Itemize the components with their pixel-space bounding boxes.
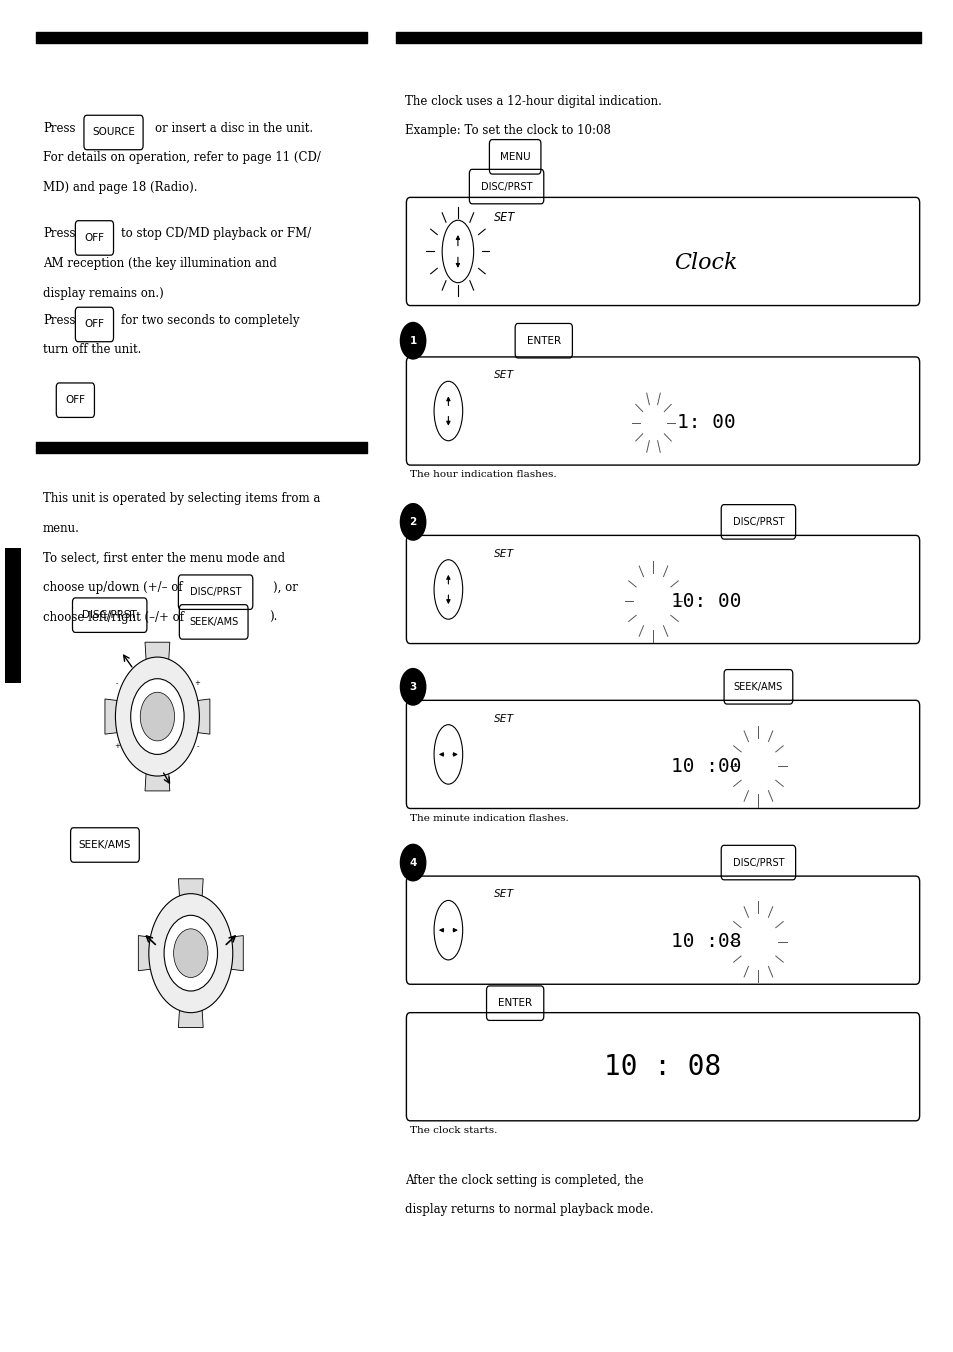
Circle shape bbox=[173, 929, 208, 977]
Text: DISC/PRST: DISC/PRST bbox=[732, 516, 783, 527]
Text: The hour indication flashes.: The hour indication flashes. bbox=[410, 470, 557, 480]
Text: DISC/PRST: DISC/PRST bbox=[82, 610, 137, 621]
Circle shape bbox=[115, 657, 199, 776]
Circle shape bbox=[140, 692, 174, 741]
Text: SET: SET bbox=[494, 211, 515, 223]
Bar bbox=[5, 548, 21, 683]
Circle shape bbox=[399, 503, 426, 541]
Text: to stop CD/MD playback or FM/: to stop CD/MD playback or FM/ bbox=[121, 227, 311, 241]
Text: Example: To set the clock to 10:08: Example: To set the clock to 10:08 bbox=[405, 124, 611, 138]
Text: SEEK/AMS: SEEK/AMS bbox=[189, 617, 238, 627]
Text: display remains on.): display remains on.) bbox=[43, 287, 164, 300]
Circle shape bbox=[399, 668, 426, 706]
Text: ), or: ), or bbox=[273, 581, 297, 595]
Text: 4: 4 bbox=[409, 857, 416, 868]
Text: 1: 00: 1: 00 bbox=[676, 414, 735, 433]
Polygon shape bbox=[178, 879, 203, 926]
Polygon shape bbox=[145, 642, 170, 690]
Ellipse shape bbox=[434, 381, 462, 441]
Text: 1: 1 bbox=[409, 335, 416, 346]
Text: for two seconds to completely: for two seconds to completely bbox=[121, 314, 299, 327]
Text: The clock uses a 12-hour digital indication.: The clock uses a 12-hour digital indicat… bbox=[405, 95, 661, 108]
FancyBboxPatch shape bbox=[406, 1013, 919, 1121]
Text: AM reception (the key illumination and: AM reception (the key illumination and bbox=[43, 257, 276, 270]
Circle shape bbox=[399, 844, 426, 882]
FancyBboxPatch shape bbox=[406, 357, 919, 465]
Text: -: - bbox=[116, 680, 118, 685]
Text: SET: SET bbox=[494, 890, 514, 899]
Text: OFF: OFF bbox=[66, 395, 85, 406]
Text: or insert a disc in the unit.: or insert a disc in the unit. bbox=[154, 122, 313, 135]
Text: To select, first enter the menu mode and: To select, first enter the menu mode and bbox=[43, 552, 285, 565]
Polygon shape bbox=[176, 699, 210, 734]
FancyBboxPatch shape bbox=[406, 197, 919, 306]
Circle shape bbox=[164, 915, 217, 991]
Text: The minute indication flashes.: The minute indication flashes. bbox=[410, 814, 568, 823]
Ellipse shape bbox=[434, 725, 462, 784]
Text: +: + bbox=[194, 680, 200, 685]
Polygon shape bbox=[210, 936, 243, 971]
Polygon shape bbox=[178, 980, 203, 1028]
Polygon shape bbox=[145, 744, 170, 791]
Text: 10: 00: 10: 00 bbox=[670, 592, 740, 611]
Text: DISC/PRST: DISC/PRST bbox=[190, 587, 241, 598]
Text: menu.: menu. bbox=[43, 522, 80, 535]
Text: For details on operation, refer to page 11 (CD/: For details on operation, refer to page … bbox=[43, 151, 320, 165]
Text: -: - bbox=[196, 744, 198, 749]
Circle shape bbox=[149, 894, 233, 1013]
FancyBboxPatch shape bbox=[406, 876, 919, 984]
Text: SET: SET bbox=[494, 370, 514, 380]
Text: 2: 2 bbox=[409, 516, 416, 527]
Text: display returns to normal playback mode.: display returns to normal playback mode. bbox=[405, 1203, 654, 1217]
Text: ).: ). bbox=[269, 611, 277, 625]
Text: MENU: MENU bbox=[499, 151, 530, 162]
Polygon shape bbox=[138, 936, 172, 971]
Text: turn off the unit.: turn off the unit. bbox=[43, 343, 141, 357]
Text: OFF: OFF bbox=[85, 319, 104, 330]
Ellipse shape bbox=[441, 220, 473, 283]
FancyBboxPatch shape bbox=[406, 700, 919, 808]
Text: 10 : 08: 10 : 08 bbox=[604, 1053, 720, 1080]
Text: Press: Press bbox=[43, 122, 75, 135]
Polygon shape bbox=[105, 699, 138, 734]
Text: ENTER: ENTER bbox=[497, 998, 532, 1009]
Text: SET: SET bbox=[494, 714, 514, 723]
FancyBboxPatch shape bbox=[406, 535, 919, 644]
Text: SET: SET bbox=[494, 549, 514, 558]
Circle shape bbox=[399, 322, 426, 360]
Text: choose left/right (–/+ of: choose left/right (–/+ of bbox=[43, 611, 184, 625]
Text: DISC/PRST: DISC/PRST bbox=[480, 181, 532, 192]
Ellipse shape bbox=[434, 900, 462, 960]
Text: Press: Press bbox=[43, 314, 75, 327]
Text: The clock starts.: The clock starts. bbox=[410, 1126, 497, 1136]
Text: SEEK/AMS: SEEK/AMS bbox=[733, 681, 782, 692]
Text: +: + bbox=[114, 744, 120, 749]
Text: DISC/PRST: DISC/PRST bbox=[732, 857, 783, 868]
Text: choose up/down (+/– of: choose up/down (+/– of bbox=[43, 581, 182, 595]
Text: Clock: Clock bbox=[674, 253, 737, 274]
Circle shape bbox=[131, 679, 184, 754]
Text: After the clock setting is completed, the: After the clock setting is completed, th… bbox=[405, 1174, 643, 1187]
Text: SEEK/AMS: SEEK/AMS bbox=[78, 840, 132, 850]
Text: OFF: OFF bbox=[85, 233, 104, 243]
Text: MD) and page 18 (Radio).: MD) and page 18 (Radio). bbox=[43, 181, 197, 195]
Text: 3: 3 bbox=[409, 681, 416, 692]
Text: ENTER: ENTER bbox=[526, 335, 560, 346]
Text: 10 :08: 10 :08 bbox=[670, 933, 740, 952]
Text: This unit is operated by selecting items from a: This unit is operated by selecting items… bbox=[43, 492, 320, 506]
Ellipse shape bbox=[434, 560, 462, 619]
Text: 10 :00: 10 :00 bbox=[670, 757, 740, 776]
Text: SOURCE: SOURCE bbox=[92, 127, 134, 138]
Text: Press: Press bbox=[43, 227, 75, 241]
